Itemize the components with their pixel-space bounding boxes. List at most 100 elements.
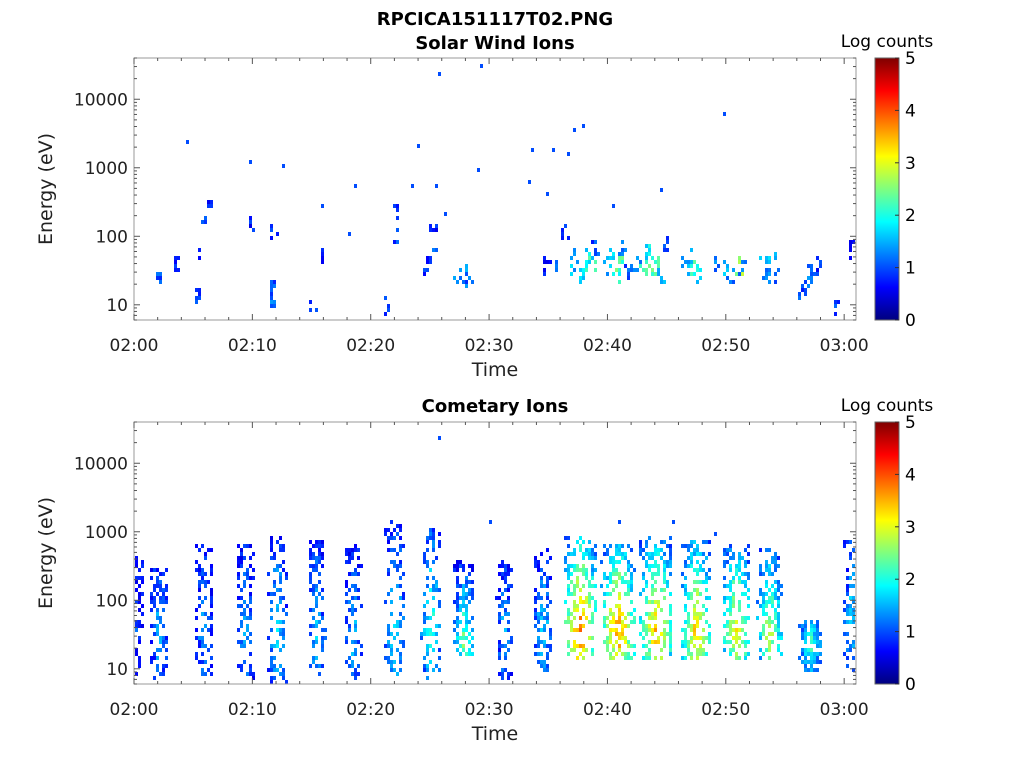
heatmap-cell bbox=[135, 600, 138, 604]
heatmap-cell bbox=[588, 552, 591, 556]
heatmap-cell bbox=[684, 576, 687, 580]
heatmap-cell bbox=[456, 600, 459, 604]
heatmap-cell bbox=[573, 248, 576, 252]
heatmap-cell bbox=[198, 572, 201, 576]
heatmap-cell bbox=[270, 592, 273, 596]
heatmap-cell bbox=[603, 600, 606, 604]
heatmap-cell bbox=[663, 280, 666, 284]
heatmap-cell bbox=[345, 580, 348, 584]
heatmap-cell bbox=[276, 644, 279, 648]
heatmap-cell bbox=[819, 632, 822, 636]
heatmap-cell bbox=[246, 624, 249, 628]
heatmap-cell bbox=[585, 648, 588, 652]
heatmap-cell bbox=[432, 596, 435, 600]
heatmap-cell bbox=[765, 548, 768, 552]
heatmap-cell bbox=[696, 616, 699, 620]
heatmap-cell bbox=[615, 628, 618, 632]
heatmap-cell bbox=[744, 260, 747, 264]
heatmap-cell bbox=[270, 676, 273, 680]
heatmap-cell bbox=[387, 528, 390, 532]
heatmap-cell bbox=[762, 628, 765, 632]
heatmap-cell bbox=[534, 624, 537, 628]
x-tick-label: 02:50 bbox=[701, 700, 750, 720]
heatmap-cell bbox=[591, 620, 594, 624]
heatmap-cell bbox=[243, 544, 246, 548]
heatmap-cell bbox=[387, 592, 390, 596]
heatmap-cell bbox=[399, 612, 402, 616]
heatmap-cell bbox=[690, 636, 693, 640]
heatmap-cell bbox=[564, 568, 567, 572]
heatmap-cell bbox=[591, 596, 594, 600]
heatmap-cell bbox=[693, 540, 696, 544]
heatmap-cell bbox=[618, 604, 621, 608]
heatmap-cell bbox=[603, 544, 606, 548]
heatmap-cell bbox=[741, 580, 744, 584]
heatmap-cell bbox=[426, 268, 429, 272]
heatmap-cell bbox=[735, 640, 738, 644]
heatmap-cell bbox=[705, 620, 708, 624]
heatmap-cell bbox=[384, 528, 387, 532]
heatmap-cell bbox=[636, 268, 639, 272]
heatmap-cell bbox=[687, 644, 690, 648]
heatmap-cell bbox=[696, 264, 699, 268]
heatmap-cell bbox=[570, 572, 573, 576]
heatmap-cell bbox=[621, 552, 624, 556]
heatmap-cell bbox=[393, 660, 396, 664]
heatmap-cell bbox=[198, 248, 201, 252]
heatmap-cell bbox=[609, 632, 612, 636]
heatmap-cell bbox=[606, 624, 609, 628]
heatmap-cell bbox=[267, 592, 270, 596]
heatmap-cell bbox=[270, 292, 273, 296]
heatmap-cell bbox=[582, 124, 585, 128]
heatmap-cell bbox=[309, 540, 312, 544]
heatmap-cell bbox=[399, 668, 402, 672]
heatmap-cell bbox=[156, 616, 159, 620]
heatmap-cell bbox=[573, 548, 576, 552]
heatmap-cell bbox=[471, 280, 474, 284]
heatmap-cell bbox=[546, 620, 549, 624]
heatmap-cell bbox=[195, 300, 198, 304]
heatmap-cell bbox=[240, 596, 243, 600]
heatmap-cell bbox=[654, 640, 657, 644]
heatmap-cell bbox=[816, 644, 819, 648]
heatmap-cell bbox=[507, 628, 510, 632]
x-axis-label: Time bbox=[471, 359, 519, 381]
heatmap-cell bbox=[198, 596, 201, 600]
heatmap-cell bbox=[669, 548, 672, 552]
heatmap-cell bbox=[663, 572, 666, 576]
heatmap-cell bbox=[645, 256, 648, 260]
heatmap-cell bbox=[660, 280, 663, 284]
heatmap-cell bbox=[318, 548, 321, 552]
heatmap-cell bbox=[432, 548, 435, 552]
heatmap-cell bbox=[135, 652, 138, 656]
heatmap-cell bbox=[543, 624, 546, 628]
heatmap-cell bbox=[507, 676, 510, 680]
heatmap-cell bbox=[570, 552, 573, 556]
heatmap-cell bbox=[645, 600, 648, 604]
heatmap-cell bbox=[687, 264, 690, 268]
heatmap-cell bbox=[402, 616, 405, 620]
heatmap-cell bbox=[804, 280, 807, 284]
heatmap-cell bbox=[468, 600, 471, 604]
heatmap-cell bbox=[174, 264, 177, 268]
heatmap-cell bbox=[816, 256, 819, 260]
heatmap-cell bbox=[240, 640, 243, 644]
heatmap-cell bbox=[612, 556, 615, 560]
heatmap-cell bbox=[591, 552, 594, 556]
heatmap-cell bbox=[546, 644, 549, 648]
heatmap-cell bbox=[357, 672, 360, 676]
heatmap-cell bbox=[507, 572, 510, 576]
heatmap-cell bbox=[462, 600, 465, 604]
heatmap-cell bbox=[585, 576, 588, 580]
heatmap-cell bbox=[738, 560, 741, 564]
heatmap-cell bbox=[729, 568, 732, 572]
heatmap-cell bbox=[576, 260, 579, 264]
heatmap-cell bbox=[504, 644, 507, 648]
heatmap-cell bbox=[759, 604, 762, 608]
heatmap-cell bbox=[771, 640, 774, 644]
heatmap-cell bbox=[726, 632, 729, 636]
heatmap-cell bbox=[579, 600, 582, 604]
heatmap-cell bbox=[774, 252, 777, 256]
heatmap-cell bbox=[699, 580, 702, 584]
plot-frame bbox=[133, 421, 857, 685]
